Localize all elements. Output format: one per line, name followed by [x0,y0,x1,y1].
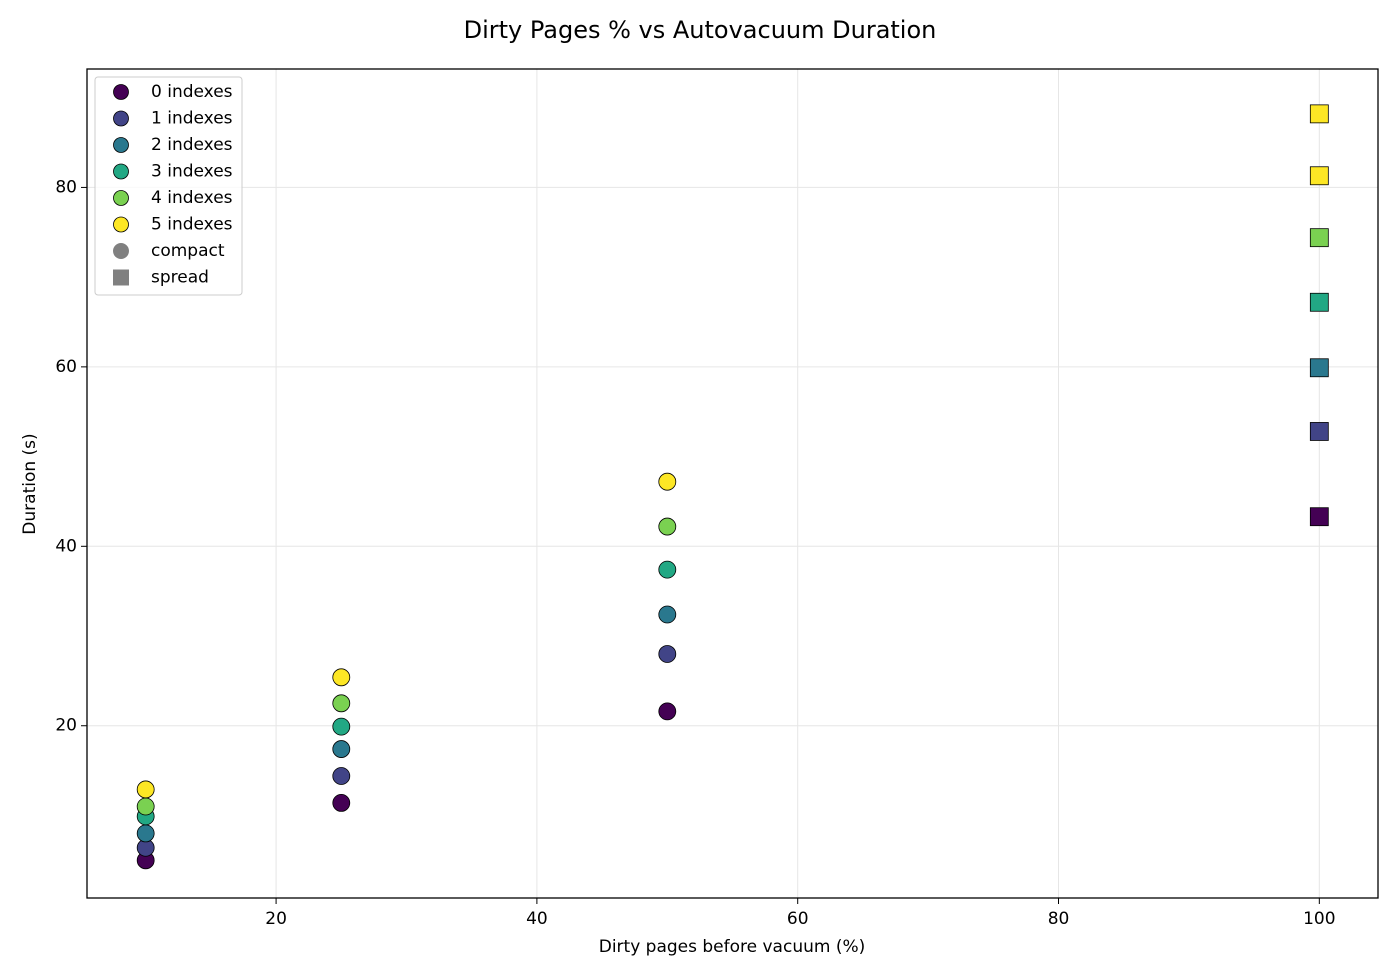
legend-marker [113,190,129,206]
x-tick-label: 100 [1303,909,1335,929]
y-tick-label: 40 [55,536,77,556]
legend-marker [113,137,129,153]
legend-label: 1 indexes [151,109,233,129]
point [332,767,351,785]
y-tick-label: 60 [55,357,77,377]
point [332,668,351,687]
point [136,780,155,799]
point [332,694,351,713]
legend-marker [113,163,129,180]
legend-label: 5 indexes [151,215,233,235]
point [658,702,677,721]
point [658,472,677,491]
y-tick-label: 80 [55,177,77,197]
x-axis-label: Dirty pages before vacuum (%) [599,937,866,957]
point [1309,507,1329,527]
point [136,797,155,816]
point [658,560,677,579]
legend-marker [113,84,129,100]
point [658,605,677,624]
point [136,824,155,843]
point [332,740,351,758]
point [332,793,351,812]
x-tick-label: 20 [265,909,287,929]
legend-label: 0 indexes [151,82,233,102]
legend-frame [94,76,243,296]
point [1309,228,1329,248]
point [658,517,677,536]
legend-label: compact [151,241,225,261]
point [658,645,677,663]
chart-title: Dirty Pages % vs Autovacuum Duration [464,16,937,44]
legend-marker [113,216,129,233]
x-tick-label: 40 [526,909,548,929]
legend-label: spread [151,268,209,288]
legend-marker [113,243,129,259]
point [1309,422,1329,441]
y-axis-label: Duration (s) [20,433,40,534]
point [1309,358,1329,378]
legend-label: 2 indexes [151,135,233,155]
x-tick-label: 60 [787,909,809,929]
x-tick-label: 80 [1048,909,1070,929]
legend-marker [113,269,129,286]
legend-label: 4 indexes [151,188,233,208]
point [1309,104,1329,124]
y-tick-label: 20 [55,716,77,736]
legend-marker [113,110,129,127]
point [1309,292,1329,312]
point [1309,166,1329,186]
legend-label: 3 indexes [151,162,233,182]
plot-frame [86,68,1379,899]
point [332,717,351,736]
